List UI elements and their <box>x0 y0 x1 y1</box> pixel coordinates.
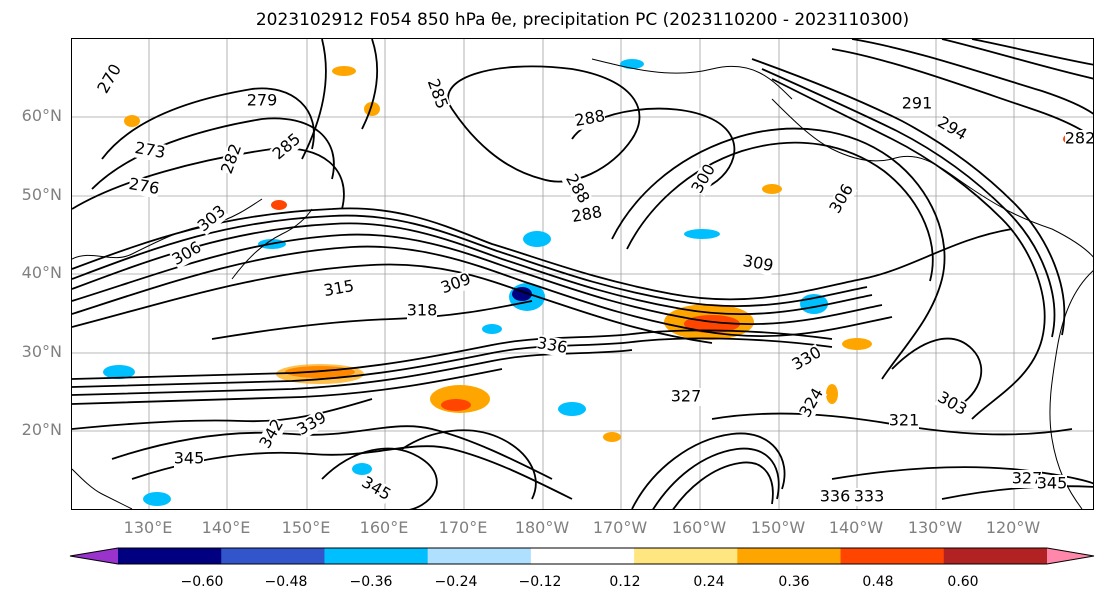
colorbar-extend-max <box>1047 548 1094 564</box>
lat-label-60n: 60°N <box>21 106 62 125</box>
contour-label: 288 <box>570 202 603 226</box>
contour-label: 327 <box>671 387 702 406</box>
contour-label: 345 <box>1037 474 1068 493</box>
colorbar-segment <box>427 548 532 564</box>
colorbar-tick: −0.60 <box>180 574 224 590</box>
contour-label: 336 <box>535 333 568 357</box>
lon-label-160w: 160°W <box>671 518 727 537</box>
theta-e-contours <box>72 39 1093 509</box>
contour-label: 333 <box>854 487 885 506</box>
lon-label-120w: 120°W <box>985 518 1041 537</box>
lat-label-40n: 40°N <box>21 263 62 282</box>
contour-label: 309 <box>438 269 473 297</box>
colorbar-tick: −0.12 <box>518 574 562 590</box>
colorbar-segment <box>943 548 1048 564</box>
colorbar-tick: 0.24 <box>693 574 725 590</box>
contour-label: 282 <box>217 141 245 176</box>
colorbar-segment <box>634 548 738 564</box>
lon-label-130e: 130°E <box>123 518 173 537</box>
contour-label: 318 <box>407 301 438 320</box>
contour-label: 279 <box>247 91 278 110</box>
colorbar-segment <box>530 548 635 564</box>
colorbar-tick: 0.36 <box>778 574 810 590</box>
contour-label: 321 <box>889 411 920 430</box>
colorbar-tick: 0.48 <box>862 574 894 590</box>
lon-label-160e: 160°E <box>359 518 409 537</box>
colorbar-tick: −0.36 <box>349 574 393 590</box>
page-title: 2023102912 F054 850 hPa θe, precipitatio… <box>255 10 910 30</box>
lon-label-130w: 130°W <box>907 518 963 537</box>
contour-label: 309 <box>741 251 774 275</box>
colorbar-segment <box>221 548 325 564</box>
lon-label-180w: 180°W <box>514 518 570 537</box>
map-panel: 270 279 285 273 276 282 285 288 291 294 282 288 288 3… <box>71 38 1094 510</box>
colorbar-segment <box>118 548 222 564</box>
colorbar-tick: 0.60 <box>947 574 979 590</box>
contour-label: 285 <box>424 76 452 111</box>
colorbar-tick: 0.12 <box>609 574 641 590</box>
contour-label: 327 <box>1012 469 1043 488</box>
lon-label-140e: 140°E <box>201 518 251 537</box>
contour-label: 288 <box>573 106 606 130</box>
lon-label-170e: 170°E <box>438 518 488 537</box>
contour-label: 273 <box>133 138 166 162</box>
lat-label-50n: 50°N <box>21 185 62 204</box>
contour-label: 276 <box>127 174 160 198</box>
colorbar-extend-min <box>70 548 118 564</box>
colorbar-segment <box>840 548 945 564</box>
lat-label-30n: 30°N <box>21 342 62 361</box>
lon-label-150e: 150°E <box>281 518 331 537</box>
lon-label-140w: 140°W <box>828 518 884 537</box>
coastlines <box>72 58 1093 509</box>
contour-label: 345 <box>174 449 205 468</box>
contour-label: 282 <box>1065 129 1094 148</box>
contour-label: 315 <box>322 276 355 300</box>
colorbar-tick: −0.48 <box>264 574 308 590</box>
contour-label: 285 <box>269 129 305 163</box>
colorbar-outline <box>69 547 1095 565</box>
colorbar-segment <box>737 548 842 564</box>
graticule <box>72 39 1093 509</box>
colorbar-segment <box>324 548 429 564</box>
lon-label-170w: 170°W <box>592 518 648 537</box>
colorbar-tick: −0.24 <box>434 574 478 590</box>
lat-label-20n: 20°N <box>21 420 62 439</box>
contour-label: 291 <box>902 94 933 113</box>
contour-label: 336 <box>820 487 851 506</box>
lon-label-150w: 150°W <box>750 518 806 537</box>
